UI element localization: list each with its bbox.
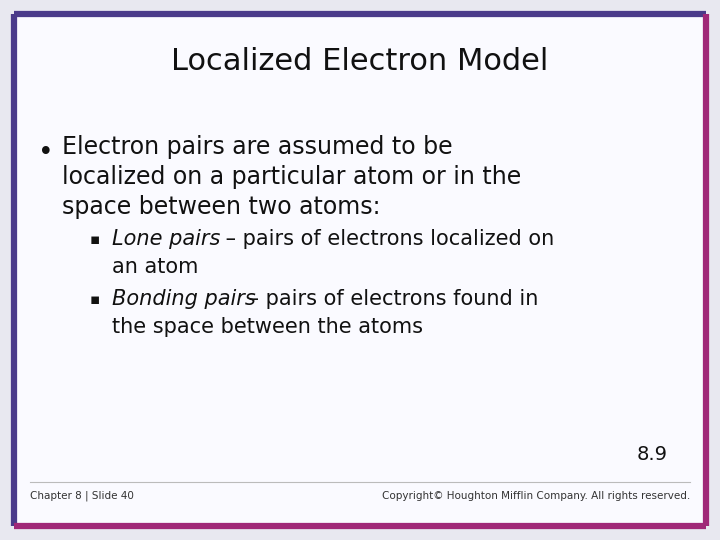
Text: Chapter 8 | Slide 40: Chapter 8 | Slide 40 bbox=[30, 491, 134, 501]
Text: ▪: ▪ bbox=[90, 232, 100, 247]
Text: an atom: an atom bbox=[112, 257, 199, 277]
Text: Copyright© Houghton Mifflin Company. All rights reserved.: Copyright© Houghton Mifflin Company. All… bbox=[382, 491, 690, 501]
Text: Lone pairs: Lone pairs bbox=[112, 229, 220, 249]
Text: – pairs of electrons localized on: – pairs of electrons localized on bbox=[219, 229, 554, 249]
Text: Bonding pairs: Bonding pairs bbox=[112, 289, 256, 309]
Text: Electron pairs are assumed to be: Electron pairs are assumed to be bbox=[62, 135, 453, 159]
Text: ▪: ▪ bbox=[90, 292, 100, 307]
Text: localized on a particular atom or in the: localized on a particular atom or in the bbox=[62, 165, 521, 189]
Text: – pairs of electrons found in: – pairs of electrons found in bbox=[242, 289, 539, 309]
Text: •: • bbox=[38, 140, 53, 166]
Text: Localized Electron Model: Localized Electron Model bbox=[171, 48, 549, 77]
Text: the space between the atoms: the space between the atoms bbox=[112, 317, 423, 337]
Text: space between two atoms:: space between two atoms: bbox=[62, 195, 380, 219]
Text: 8.9: 8.9 bbox=[637, 446, 668, 464]
